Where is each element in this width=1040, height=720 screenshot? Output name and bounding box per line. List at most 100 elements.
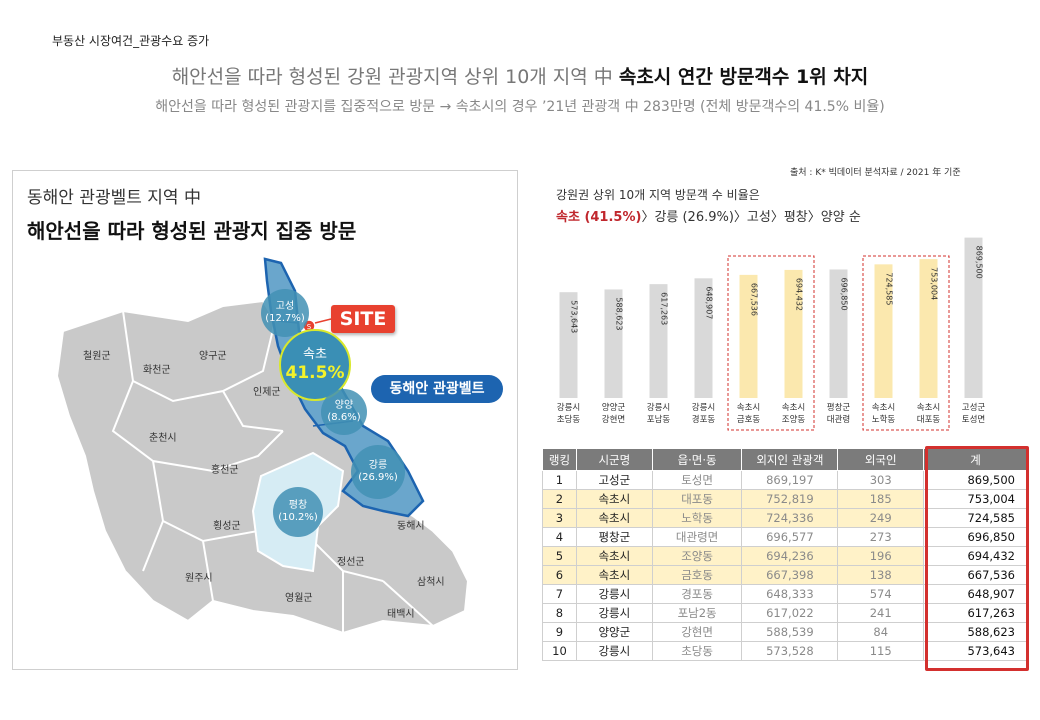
chart-title: 강원권 상위 10개 지역 방문객 수 비율은 bbox=[556, 188, 760, 202]
chart-bar bbox=[784, 269, 803, 398]
cell-city: 속초시 bbox=[575, 546, 653, 566]
chart-subtitle: 속초 (41.5%)〉강릉 (26.9%)〉고성〉평창〉양양 순 bbox=[556, 206, 861, 225]
cell-city: 속초시 bbox=[575, 508, 653, 528]
chart-bar bbox=[874, 264, 893, 398]
cell-rank: 1 bbox=[542, 470, 577, 490]
chart-bar bbox=[964, 237, 983, 398]
chart-bar bbox=[829, 269, 848, 398]
chart-category-label: 강릉시 bbox=[692, 402, 715, 413]
chart-category-label: 금호동 bbox=[737, 415, 761, 425]
chart-value-label: 753,004 bbox=[930, 267, 939, 300]
bubble-sokcho-name: 속초 bbox=[303, 347, 327, 362]
cell-city: 강릉시 bbox=[575, 584, 653, 604]
cell-city: 강릉시 bbox=[575, 641, 653, 661]
site-label: SITE bbox=[331, 305, 395, 333]
region-label: 양구군 bbox=[199, 351, 227, 362]
cell-dong: 경포동 bbox=[651, 584, 743, 604]
cell-dong: 초당동 bbox=[651, 641, 743, 661]
gangwon-map: S bbox=[55, 257, 470, 635]
cell-rank: 9 bbox=[542, 622, 577, 642]
headline-text: 해안선을 따라 형성된 강원 관광지역 상위 10개 지역 中 bbox=[171, 66, 619, 88]
cell-visitor: 694,236 bbox=[741, 546, 839, 566]
cell-total: 667,536 bbox=[923, 565, 1028, 585]
cell-rank: 3 bbox=[542, 508, 577, 528]
chart-category-label: 경포동 bbox=[692, 414, 716, 425]
region-label: 태백시 bbox=[387, 609, 415, 620]
region-label: 정선군 bbox=[337, 557, 365, 568]
site-pin-letter: S bbox=[307, 323, 312, 331]
cell-dong: 대포동 bbox=[651, 489, 743, 509]
chart-value-label: 694,432 bbox=[795, 278, 804, 311]
chart-highlight-frame bbox=[727, 255, 815, 431]
table-row: 2 속초시 대포동 752,819 185 753,004 bbox=[542, 489, 1028, 509]
cell-rank: 8 bbox=[542, 603, 577, 623]
bubble-gangneung-pct: (26.9%) bbox=[358, 472, 398, 483]
cell-foreign: 185 bbox=[837, 489, 925, 509]
chart-value-label: 648,907 bbox=[705, 286, 714, 319]
cell-foreign: 303 bbox=[837, 470, 925, 490]
chart-category-label: 초당동 bbox=[557, 414, 581, 425]
bubble-goseong: 고성 (12.7%) bbox=[261, 289, 309, 337]
map-panel: 동해안 관광벨트 지역 中 해안선을 따라 형성된 관광지 집중 방문 S SI… bbox=[12, 170, 518, 670]
cell-visitor: 667,398 bbox=[741, 565, 839, 585]
cell-visitor: 696,577 bbox=[741, 527, 839, 547]
cell-total: 869,500 bbox=[923, 470, 1028, 490]
east-coast-belt-label: 동해안 관광벨트 bbox=[371, 375, 503, 403]
chart-value-label: 667,536 bbox=[750, 283, 759, 316]
col-total: 계 bbox=[923, 448, 1028, 471]
table-row: 1 고성군 토성면 869,197 303 869,500 bbox=[542, 470, 1028, 490]
chart-category-label: 속초시 bbox=[917, 403, 940, 413]
page-headline: 해안선을 따라 형성된 강원 관광지역 상위 10개 지역 中 속초시 연간 방… bbox=[0, 62, 1040, 89]
cell-dong: 노학동 bbox=[651, 508, 743, 528]
cell-foreign: 273 bbox=[837, 527, 925, 547]
bubble-sokcho-pct: 41.5% bbox=[285, 362, 345, 383]
region-label: 춘천시 bbox=[149, 433, 177, 444]
region-label: 동해시 bbox=[397, 521, 425, 532]
cell-total: 753,004 bbox=[923, 489, 1028, 509]
chart-bar bbox=[559, 292, 578, 398]
region-label: 횡성군 bbox=[213, 521, 241, 532]
cell-visitor: 648,333 bbox=[741, 584, 839, 604]
cell-rank: 10 bbox=[542, 641, 577, 661]
chart-value-label: 869,500 bbox=[975, 246, 984, 279]
chart-category-label: 속초시 bbox=[782, 403, 805, 413]
cell-city: 강릉시 bbox=[575, 603, 653, 623]
map-subtitle: 해안선을 따라 형성된 관광지 집중 방문 bbox=[27, 219, 357, 243]
bubble-yangyang: 양양 (8.6%) bbox=[321, 389, 367, 435]
table-row: 4 평창군 대관령면 696,577 273 696,850 bbox=[542, 527, 1028, 547]
chart-bar bbox=[739, 274, 758, 398]
chart-category-label: 속초시 bbox=[737, 403, 760, 413]
bubble-goseong-name: 고성 bbox=[275, 301, 295, 312]
chart-value-label: 724,585 bbox=[885, 272, 894, 305]
page-subline: 해안선을 따라 형성된 관광지를 집중적으로 방문 → 속초시의 경우 ’21년… bbox=[155, 99, 885, 115]
cell-visitor: 752,819 bbox=[741, 489, 839, 509]
chart-category-label: 조양동 bbox=[782, 414, 806, 425]
chart-category-label: 강릉시 bbox=[557, 402, 580, 413]
county-borders bbox=[111, 310, 434, 633]
cell-visitor: 617,022 bbox=[741, 603, 839, 623]
cell-total: 724,585 bbox=[923, 508, 1028, 528]
headline-emphasis: 속초시 연간 방문객수 1위 차지 bbox=[618, 66, 869, 88]
col-visitor: 외지인 관광객 bbox=[741, 448, 839, 471]
cell-city: 속초시 bbox=[575, 565, 653, 585]
cell-rank: 5 bbox=[542, 546, 577, 566]
region-label: 영월군 bbox=[285, 593, 313, 604]
cell-dong: 조양동 bbox=[651, 546, 743, 566]
bubble-pyeongchang-pct: (10.2%) bbox=[278, 512, 318, 523]
chart-highlight-frame bbox=[862, 255, 950, 431]
chart-category-label: 평창군 bbox=[827, 402, 851, 413]
chart-value-label: 573,643 bbox=[570, 300, 579, 333]
table-row: 6 속초시 금호동 667,398 138 667,536 bbox=[542, 565, 1028, 585]
cell-foreign: 84 bbox=[837, 622, 925, 642]
col-dong: 읍·면·동 bbox=[651, 448, 743, 471]
col-rank: 랭킹 bbox=[542, 448, 577, 471]
cell-total: 648,907 bbox=[923, 584, 1028, 604]
col-foreign: 외국인 bbox=[837, 448, 925, 471]
chart-bar bbox=[919, 259, 938, 398]
ranking-table: 랭킹 시군명 읍·면·동 외지인 관광객 외국인 계 1 고성군 토성면 869,19… bbox=[542, 448, 1028, 661]
region-label: 인제군 bbox=[253, 387, 281, 398]
cell-rank: 7 bbox=[542, 584, 577, 604]
cell-total: 573,643 bbox=[923, 641, 1028, 661]
chart-category-label: 양양군 bbox=[602, 402, 626, 413]
